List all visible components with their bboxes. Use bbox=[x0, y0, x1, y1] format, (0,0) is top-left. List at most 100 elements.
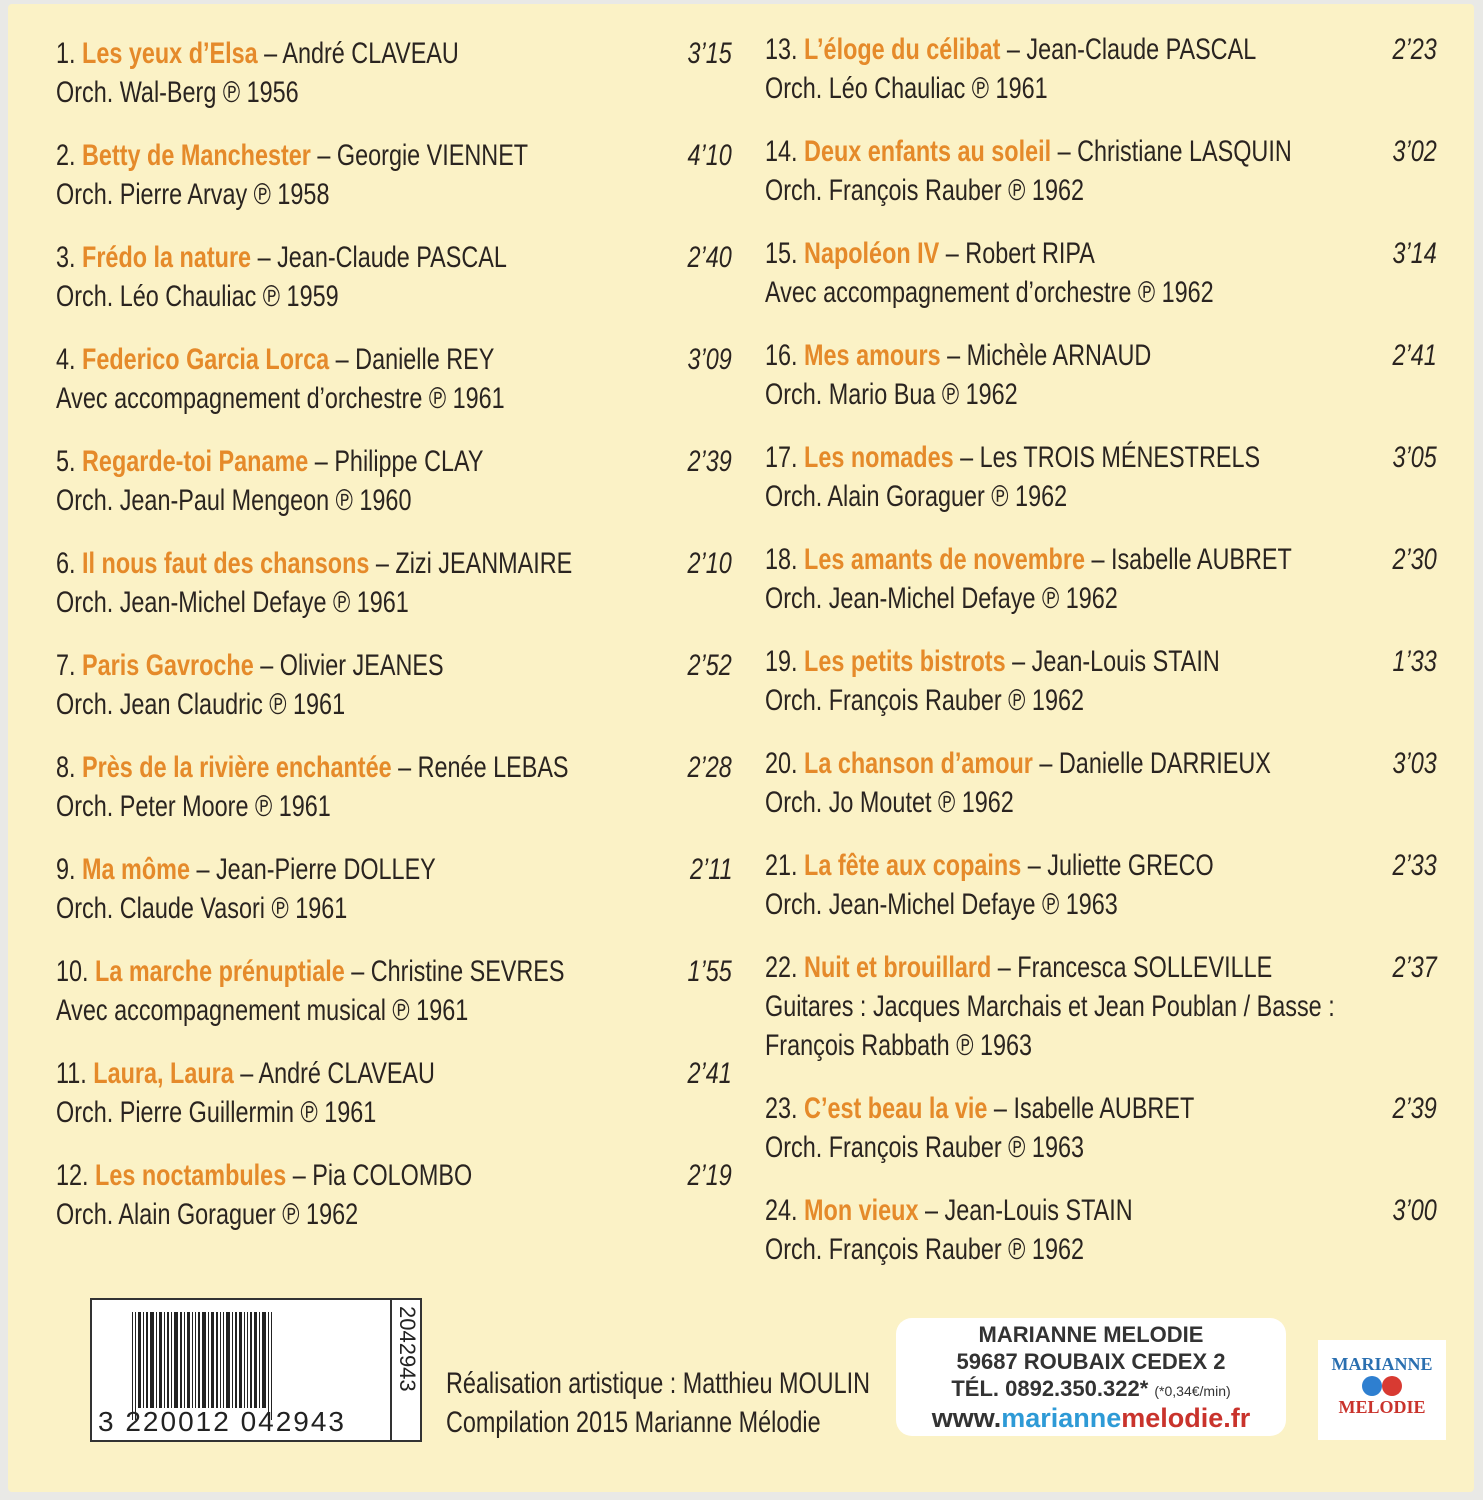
track-line: 24. Mon vieux – Jean-Louis STAIN bbox=[765, 1194, 1133, 1227]
track-credit: Avec accompagnement d’orchestre ℗ 1961 bbox=[56, 382, 505, 415]
logo-bottom: MELODIE bbox=[1338, 1397, 1426, 1417]
track-credit: Orch. François Rauber ℗ 1962 bbox=[765, 174, 1084, 207]
track-title: Nuit et brouillard bbox=[804, 951, 992, 984]
track-line: 23. C’est beau la vie – Isabelle AUBRET bbox=[765, 1092, 1195, 1125]
track-number: 8. bbox=[56, 751, 76, 784]
track-line: 14. Deux enfants au soleil – Christiane … bbox=[765, 135, 1292, 168]
barcode-bar bbox=[146, 1312, 148, 1408]
track-line: 19. Les petits bistrots – Jean-Louis STA… bbox=[765, 645, 1220, 678]
barcode-bar bbox=[208, 1312, 209, 1408]
track-credit: Orch. Wal-Berg ℗ 1956 bbox=[56, 76, 299, 109]
track-entry: 8. Près de la rivière enchantée – Renée … bbox=[56, 748, 732, 850]
track-duration: 2’28 bbox=[687, 751, 732, 784]
track-line: 18. Les amants de novembre – Isabelle AU… bbox=[765, 543, 1292, 576]
track-artist: Renée LEBAS bbox=[417, 751, 569, 784]
track-artist: Christiane LASQUIN bbox=[1077, 135, 1292, 168]
barcode-bar bbox=[247, 1312, 248, 1408]
track-duration: 3’09 bbox=[687, 343, 732, 376]
track-artist: Francesca SOLLEVILLE bbox=[1017, 951, 1273, 984]
track-credit: Orch. François Rauber ℗ 1963 bbox=[765, 1131, 1084, 1164]
barcode-bar bbox=[187, 1312, 190, 1408]
track-artist: Jean-Claude PASCAL bbox=[1026, 33, 1257, 66]
track-number: 3. bbox=[56, 241, 76, 274]
tracklist-right: 13. L’éloge du célibat – Jean-Claude PAS… bbox=[765, 30, 1437, 1293]
track-duration: 2’41 bbox=[1392, 339, 1437, 372]
publisher-address: MARIANNE MELODIE 59687 ROUBAIX CEDEX 2 T… bbox=[896, 1318, 1286, 1436]
publisher-phone: TÉL. 0892.350.322* bbox=[951, 1376, 1149, 1401]
track-number: 12. bbox=[56, 1159, 89, 1192]
track-number: 23. bbox=[765, 1092, 798, 1125]
track-credit: Orch. Jean-Paul Mengeon ℗ 1960 bbox=[56, 484, 412, 517]
track-entry: 24. Mon vieux – Jean-Louis STAIN 3’00 Or… bbox=[765, 1191, 1437, 1293]
track-duration: 2’11 bbox=[689, 853, 732, 886]
track-title: Les yeux d’Elsa bbox=[82, 37, 258, 70]
barcode-side-code: 2042943 bbox=[395, 1306, 420, 1392]
track-artist: Les TROIS MÉNESTRELS bbox=[979, 441, 1261, 474]
track-number: 1. bbox=[56, 37, 76, 70]
track-duration: 1’55 bbox=[687, 955, 732, 988]
track-line: 16. Mes amours – Michèle ARNAUD bbox=[765, 339, 1152, 372]
track-number: 9. bbox=[56, 853, 76, 886]
track-duration: 3’00 bbox=[1392, 1194, 1437, 1227]
track-title: Les noctambules bbox=[95, 1159, 287, 1192]
track-credit: Avec accompagnement d’orchestre ℗ 1962 bbox=[765, 276, 1214, 309]
track-credit: Orch. François Rauber ℗ 1962 bbox=[765, 684, 1084, 717]
credit-line-1: Réalisation artistique : Matthieu MOULIN bbox=[446, 1367, 870, 1400]
track-entry: 1. Les yeux d’Elsa – André CLAVEAU 3’15 … bbox=[56, 34, 732, 136]
track-line: 9. Ma môme – Jean-Pierre DOLLEY bbox=[56, 853, 436, 886]
track-artist: Robert RIPA bbox=[965, 237, 1095, 270]
barcode: 3 220012 042943 2042943 bbox=[90, 1298, 422, 1442]
barcode-bar bbox=[150, 1312, 154, 1408]
track-duration: 3’15 bbox=[687, 37, 732, 70]
barcode-bar bbox=[156, 1312, 157, 1408]
track-title: L’éloge du célibat bbox=[804, 33, 1001, 66]
track-duration: 2’40 bbox=[687, 241, 732, 274]
track-line: 17. Les nomades – Les TROIS MÉNESTRELS bbox=[765, 441, 1261, 474]
publisher-name: MARIANNE MELODIE bbox=[978, 1322, 1204, 1347]
track-line: 20. La chanson d’amour – Danielle DARRIE… bbox=[765, 747, 1271, 780]
track-credit: Orch. Pierre Arvay ℗ 1958 bbox=[56, 178, 330, 211]
track-credit: Orch. Pierre Guillermin ℗ 1961 bbox=[56, 1096, 377, 1129]
track-title: La fête aux copains bbox=[804, 849, 1022, 882]
barcode-bar bbox=[259, 1312, 260, 1408]
track-line: 12. Les noctambules – Pia COLOMBO bbox=[56, 1159, 473, 1192]
track-duration: 2’19 bbox=[687, 1159, 732, 1192]
barcode-bar bbox=[254, 1312, 257, 1408]
track-number: 10. bbox=[56, 955, 89, 988]
track-entry: 6. Il nous faut des chansons – Zizi JEAN… bbox=[56, 544, 732, 646]
web-red: melodie.fr bbox=[1121, 1403, 1251, 1433]
barcode-bar bbox=[250, 1312, 252, 1408]
track-artist: Isabelle AUBRET bbox=[1013, 1092, 1195, 1125]
track-entry: 14. Deux enfants au soleil – Christiane … bbox=[765, 132, 1437, 234]
track-title: Les nomades bbox=[804, 441, 954, 474]
track-duration: 3’03 bbox=[1392, 747, 1437, 780]
track-entry: 4. Federico Garcia Lorca – Danielle REY … bbox=[56, 340, 732, 442]
track-duration: 1’33 bbox=[1392, 645, 1437, 678]
track-title: Ma môme bbox=[82, 853, 190, 886]
production-credits: Réalisation artistique : Matthieu MOULIN… bbox=[446, 1364, 870, 1442]
track-number: 20. bbox=[765, 747, 798, 780]
track-number: 16. bbox=[765, 339, 798, 372]
track-credit: Orch. Alain Goraguer ℗ 1962 bbox=[765, 480, 1068, 513]
track-number: 17. bbox=[765, 441, 798, 474]
barcode-bar bbox=[226, 1312, 230, 1408]
track-number: 13. bbox=[765, 33, 798, 66]
track-title: Les amants de novembre bbox=[804, 543, 1085, 576]
track-entry: 15. Napoléon IV – Robert RIPA 3’14 Avec … bbox=[765, 234, 1437, 336]
track-entry: 7. Paris Gavroche – Olivier JEANES 2’52 … bbox=[56, 646, 732, 748]
publisher-website[interactable]: www.mariannemelodie.fr bbox=[896, 1405, 1286, 1432]
track-credit: Orch. Peter Moore ℗ 1961 bbox=[56, 790, 331, 823]
track-entry: 23. C’est beau la vie – Isabelle AUBRET … bbox=[765, 1089, 1437, 1191]
barcode-bar bbox=[268, 1312, 269, 1420]
track-number: 14. bbox=[765, 135, 798, 168]
barcode-bar bbox=[262, 1312, 266, 1408]
cd-back-cover: 1. Les yeux d’Elsa – André CLAVEAU 3’15 … bbox=[8, 4, 1474, 1492]
track-duration: 2’52 bbox=[687, 649, 732, 682]
barcode-bar bbox=[202, 1312, 206, 1408]
track-number: 22. bbox=[765, 951, 798, 984]
barcode-bar bbox=[138, 1312, 141, 1408]
track-duration: 2’33 bbox=[1392, 849, 1437, 882]
track-credit: Orch. Alain Goraguer ℗ 1962 bbox=[56, 1198, 359, 1231]
barcode-bar bbox=[216, 1312, 218, 1408]
track-duration: 2’23 bbox=[1392, 33, 1437, 66]
